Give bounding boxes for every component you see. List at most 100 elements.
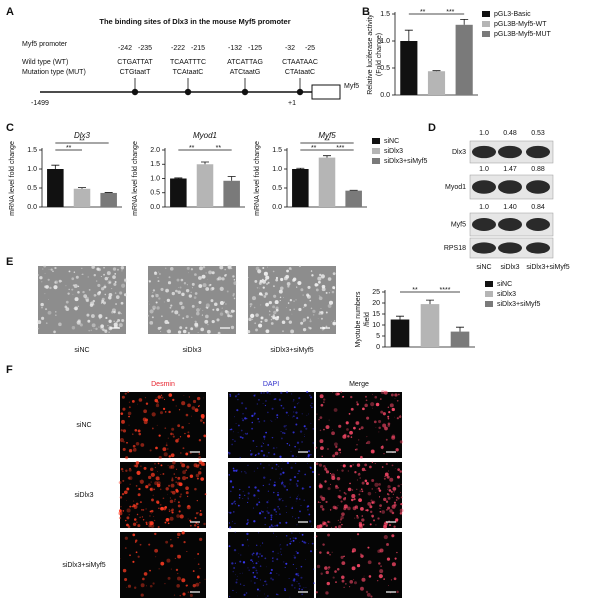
image-texture [325, 325, 328, 328]
image-texture [238, 553, 240, 554]
image-texture [285, 411, 288, 414]
image-texture [347, 506, 351, 511]
image-texture [205, 287, 210, 291]
image-texture [264, 292, 268, 296]
image-texture [72, 293, 74, 295]
image-texture [271, 525, 273, 528]
image-texture [298, 583, 300, 585]
image-texture [272, 314, 275, 317]
image-texture [267, 511, 270, 515]
image-texture [255, 266, 260, 271]
image-texture [52, 270, 54, 273]
image-texture [170, 544, 174, 548]
image-texture [166, 442, 168, 444]
image-texture [168, 276, 171, 279]
image-texture [329, 473, 332, 475]
image-texture [290, 329, 295, 334]
image-texture [385, 438, 388, 441]
image-texture [122, 429, 127, 433]
image-texture [41, 281, 43, 283]
image-texture [293, 399, 295, 401]
image-texture [177, 536, 179, 539]
image-texture [71, 288, 74, 291]
image-texture [375, 427, 377, 428]
image-texture [271, 407, 274, 410]
image-texture [177, 476, 181, 480]
image-label: siNC [74, 347, 89, 354]
image-texture [378, 431, 380, 433]
image-texture [301, 487, 304, 490]
image-texture [143, 409, 147, 414]
image-texture [379, 398, 382, 400]
image-texture [334, 442, 338, 447]
image-texture [289, 538, 292, 540]
image-texture [310, 454, 312, 456]
image-texture [216, 308, 220, 312]
image-texture [285, 307, 287, 309]
image-texture [319, 439, 324, 444]
site-mut: CTGtaatT [120, 69, 151, 76]
image-texture [328, 292, 331, 294]
image-texture [310, 422, 312, 424]
image-texture [185, 315, 189, 319]
image-texture [224, 309, 228, 314]
image-texture [160, 331, 162, 333]
image-texture [257, 269, 262, 274]
image-texture [400, 483, 402, 485]
image-texture [354, 471, 357, 474]
image-texture [281, 498, 282, 499]
y-tick-label: 0.5 [27, 185, 37, 192]
image-texture [44, 272, 46, 274]
image-texture [275, 308, 279, 312]
image-label: siDlx3 [182, 347, 201, 354]
image-texture [302, 294, 304, 296]
image-texture [181, 425, 184, 429]
y-tick-label: 1.0 [380, 38, 390, 45]
image-texture [316, 413, 318, 415]
image-texture [297, 280, 302, 286]
image-texture [257, 467, 259, 469]
image-texture [393, 503, 397, 507]
image-texture [332, 454, 336, 458]
image-texture [71, 277, 75, 281]
image-texture [148, 524, 152, 528]
image-texture [396, 461, 398, 463]
y-tick-label: 0.0 [150, 204, 160, 211]
image-texture [374, 395, 378, 399]
image-texture [244, 407, 247, 410]
image-texture [262, 286, 265, 289]
image-texture [278, 545, 280, 547]
image-texture [318, 463, 323, 467]
site-mut: CTAtaatC [285, 69, 315, 76]
image-texture [290, 466, 293, 470]
image-texture [278, 289, 283, 294]
image-texture [318, 311, 322, 314]
image-texture [232, 294, 235, 297]
image-texture [186, 477, 188, 479]
image-texture [67, 292, 70, 295]
image-texture [101, 299, 105, 303]
blot-ratio: 0.53 [531, 130, 545, 137]
image-texture [353, 579, 355, 581]
image-texture [129, 467, 131, 470]
image-texture [365, 442, 368, 444]
image-texture [187, 272, 189, 274]
y-axis-label: /field [364, 312, 371, 327]
image-texture [353, 426, 356, 430]
image-texture [346, 428, 349, 431]
image-texture [236, 394, 238, 396]
image-texture [170, 483, 175, 488]
image-texture [256, 588, 259, 591]
image-texture [187, 403, 191, 408]
image-texture [252, 507, 254, 509]
image-texture [254, 322, 257, 325]
image-texture [299, 510, 301, 513]
image-texture [185, 452, 189, 456]
image-texture [283, 276, 288, 281]
image-texture [129, 505, 132, 508]
image-texture [231, 268, 233, 270]
image-texture [245, 592, 248, 594]
site-wt: TCAATTTC [170, 59, 206, 66]
image-texture [104, 293, 107, 296]
